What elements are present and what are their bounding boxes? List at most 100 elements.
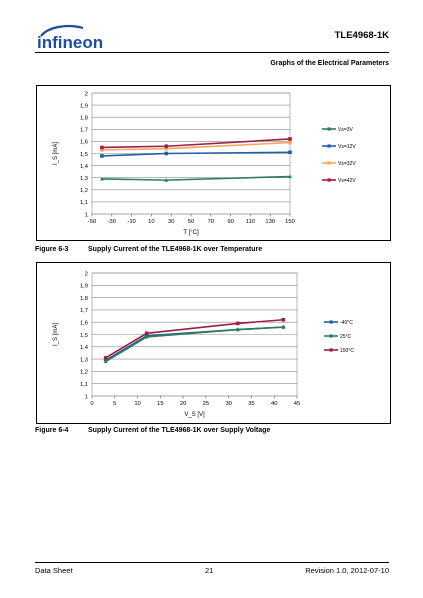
y-tick-label: 1,3 — [80, 357, 88, 363]
x-tick-label: 70 — [208, 219, 214, 225]
footer-revision: Revision 1.0, 2012-07-10 — [305, 566, 389, 575]
series-line-vs-3v — [101, 175, 291, 181]
x-tick-label: 20 — [180, 401, 186, 407]
y-tick-label: 1,5 — [80, 333, 88, 339]
figure-caption-6-4: Supply Current of the TLE4968-1K over Su… — [88, 427, 271, 434]
x-tick-label: 40 — [271, 401, 277, 407]
data-point — [288, 150, 292, 155]
data-point — [164, 144, 169, 149]
series-line-40-c — [105, 326, 284, 362]
x-tick-label: 15 — [157, 401, 163, 407]
x-tick-label: 30 — [225, 401, 231, 407]
series-line-vs-12v — [101, 151, 291, 157]
y-tick-label: 1,1 — [80, 382, 88, 388]
figure-number-6-3: Figure 6-3 — [35, 246, 69, 253]
chart-voltage: 11,11,21,31,41,51,61,71,81,920 5 10 15 20 25 3… — [53, 271, 354, 418]
data-point — [288, 140, 292, 145]
y-tick-label: 2 — [85, 271, 88, 277]
legend-label-40-c: -40°C — [340, 320, 353, 326]
legend-marker — [327, 178, 331, 182]
data-point — [288, 137, 292, 141]
x-tick-label: -50 — [88, 219, 96, 225]
y-tick-label: 1,2 — [80, 188, 88, 194]
data-point — [235, 327, 240, 332]
y-tick-label: 1,6 — [80, 321, 88, 327]
section-title: Graphs of the Electrical Parameters — [270, 60, 389, 67]
y-tick-label: 2 — [85, 91, 88, 97]
data-point — [99, 176, 104, 181]
page-number: 21 — [205, 566, 214, 575]
y-tick-label: 1,9 — [80, 284, 88, 290]
data-point — [103, 356, 108, 360]
data-point — [144, 331, 149, 336]
x-tick-label: 110 — [246, 219, 255, 225]
x-tick-label: 5 — [113, 401, 116, 407]
legend-marker — [327, 144, 331, 148]
data-point — [144, 334, 149, 339]
x-tick-label: 150 — [285, 219, 295, 225]
data-point — [235, 321, 240, 326]
x-tick-label: 25 — [203, 401, 209, 407]
chart-frame-voltage: 1 1,1 1,2 1,3 1,4 1,5 1,6 1,7 1,8 1,9 2 0 5 10 15 20 25 3… — [36, 262, 391, 424]
y-tick-label: 1,9 — [80, 103, 88, 109]
x-tick-label: -30 — [108, 219, 116, 225]
y-tick-label: 1,8 — [80, 116, 88, 122]
legend-marker — [329, 320, 333, 324]
y-axis-label: I_S [mA] — [53, 142, 59, 165]
legend-label-vs-42v: Vs=42V — [338, 178, 356, 184]
legend-label-vs-3v: Vs=3V — [338, 127, 354, 133]
chart-frame-temperature: 1 1,1 1,2 1,3 1,4 1,5 1,6 1,7 1,8 1,9 2 -50 -30 -10 10… — [36, 85, 391, 241]
header-rule — [35, 52, 389, 53]
data-point — [281, 325, 286, 329]
figure-caption-6-3: Supply Current of the TLE4968-1K over Te… — [88, 246, 263, 253]
y-tick-label: 1,4 — [80, 164, 89, 170]
document-title: TLE4968-1K — [334, 30, 389, 41]
chart-temperature: 1 1,1 1,2 1,3 1,4 1,5 1,6 1,7 1,8 1,9 2 -50 -30 -10 10… — [53, 91, 356, 236]
data-point — [103, 359, 108, 364]
data-point — [164, 151, 169, 156]
data-point — [100, 154, 104, 158]
y-tick-label: 1,1 — [80, 200, 88, 206]
legend-label-150-c: 150°C — [340, 348, 354, 354]
y-tick-label: 1,5 — [80, 152, 88, 158]
y-tick-label: 1 — [85, 212, 88, 218]
x-tick-label: 10 — [134, 401, 140, 407]
y-tick-label: 1,7 — [80, 128, 88, 134]
logo-text: infineon — [37, 33, 103, 52]
y-tick-label: 1,2 — [80, 370, 88, 376]
y-tick-label: 1,3 — [80, 176, 88, 182]
x-tick-label: 45 — [294, 401, 300, 407]
x-tick-label: 30 — [168, 219, 174, 225]
plot-area — [91, 272, 298, 397]
x-tick-label: 35 — [248, 401, 254, 407]
y-axis-label: I_S [mA] — [53, 323, 59, 346]
x-tick-label: 130 — [265, 219, 275, 225]
figure-number-6-4: Figure 6-4 — [35, 427, 69, 434]
footer-left: Data Sheet — [35, 566, 73, 575]
footer-rule — [35, 562, 389, 563]
data-point — [288, 174, 292, 179]
legend-label-vs-32v: Vs=32V — [338, 161, 356, 167]
y-tick-label: 1,8 — [80, 296, 88, 302]
x-tick-label: 0 — [90, 401, 93, 407]
series-line-25-c — [105, 326, 284, 363]
legend-marker — [329, 348, 333, 352]
y-tick-label: 1,7 — [80, 308, 88, 314]
x-tick-label: 10 — [148, 219, 154, 225]
x-axis-label: T [°C] — [183, 230, 199, 236]
y-tick-label: 1 — [85, 394, 88, 400]
legend-marker — [327, 161, 331, 165]
infineon-logo: infineon — [37, 25, 103, 52]
x-tick-label: 90 — [227, 219, 233, 225]
y-tick-label: 1,6 — [80, 140, 88, 146]
series-line-150-c — [105, 318, 284, 359]
data-point — [281, 317, 286, 322]
legend-label-25-c: 25°C — [340, 334, 352, 340]
data-point — [100, 148, 104, 152]
legend-marker — [327, 127, 331, 131]
data-point — [164, 178, 169, 182]
legend-marker — [329, 334, 333, 338]
x-axis-label: V_S [V] — [184, 412, 205, 418]
x-tick-label: 50 — [188, 219, 194, 225]
y-tick-label: 1,4 — [80, 345, 89, 351]
